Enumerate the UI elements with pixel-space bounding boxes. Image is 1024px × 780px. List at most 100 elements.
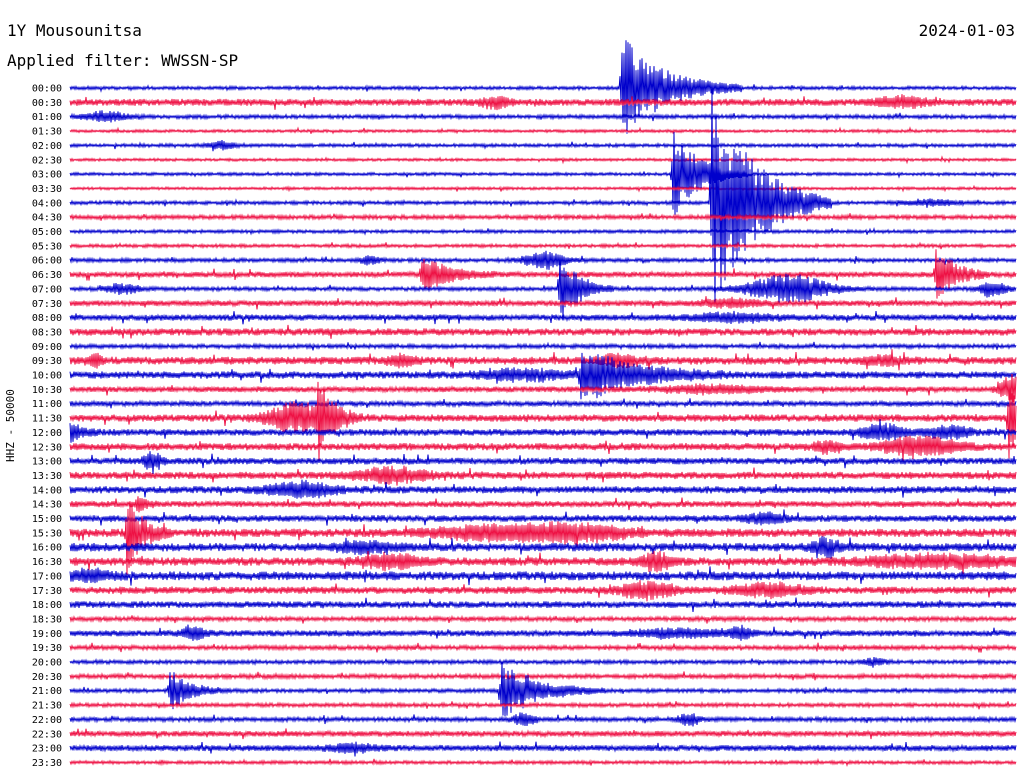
row-time-label: 08:30 — [32, 327, 62, 338]
row-time-label: 21:30 — [32, 701, 62, 712]
row-time-label: 06:00 — [32, 256, 62, 267]
trace-row-0930 — [69, 349, 1017, 371]
trace-row-1400 — [69, 479, 1017, 499]
trace-row-0100 — [69, 110, 1017, 123]
trace-row-0530 — [69, 241, 1017, 250]
trace-row-0200 — [69, 139, 1017, 152]
trace-row-0700 — [69, 254, 1017, 320]
trace-row-2200 — [69, 712, 1017, 727]
row-time-label: 17:30 — [32, 586, 62, 597]
row-time-label: 13:30 — [32, 471, 62, 482]
row-time-label: 14:00 — [32, 485, 62, 496]
row-time-label: 14:30 — [32, 500, 62, 511]
trace-row-1130 — [69, 381, 1017, 462]
trace-row-1230 — [69, 435, 1017, 462]
trace-row-2300 — [69, 741, 1017, 757]
trace-row-1330 — [69, 465, 1017, 486]
row-time-label: 00:30 — [32, 98, 62, 109]
date-label: 2024-01-03 — [918, 21, 1015, 40]
row-time-label: 05:30 — [32, 241, 62, 252]
seismogram-traces — [69, 40, 1017, 767]
trace-row-2330 — [69, 757, 1017, 767]
trace-row-0400 — [69, 88, 1017, 305]
trace-row-1830 — [69, 614, 1017, 624]
row-time-label: 10:00 — [32, 371, 62, 382]
row-time-label: 19:30 — [32, 643, 62, 654]
trace-row-0230 — [69, 155, 1017, 165]
trace-row-1000 — [69, 352, 1017, 400]
row-time-label: 21:00 — [32, 686, 62, 697]
trace-row-0800 — [69, 310, 1017, 325]
filter-label: Applied filter: WWSSN-SP — [7, 51, 239, 70]
row-time-label: 07:00 — [32, 284, 62, 295]
trace-row-0300 — [69, 132, 1017, 215]
trace-row-0830 — [69, 324, 1017, 339]
trace-row-0900 — [69, 341, 1017, 351]
row-time-label: 11:00 — [32, 399, 62, 410]
row-time-label: 22:30 — [32, 729, 62, 740]
trace-row-1630 — [69, 550, 1017, 575]
trace-row-1100 — [69, 398, 1017, 409]
row-time-label: 04:00 — [32, 198, 62, 209]
trace-row-1900 — [69, 624, 1017, 641]
row-time-label: 16:30 — [32, 557, 62, 568]
trace-row-0330 — [69, 183, 1017, 193]
trace-row-1300 — [69, 451, 1017, 475]
trace-row-0500 — [69, 226, 1017, 236]
trace-row-1600 — [69, 536, 1017, 559]
trace-row-0630 — [69, 249, 1017, 299]
row-time-label: 07:30 — [32, 299, 62, 310]
trace-row-1500 — [69, 509, 1017, 526]
row-time-label: 01:30 — [32, 127, 62, 138]
trace-row-2000 — [69, 657, 1017, 668]
trace-row-0030 — [69, 94, 1017, 111]
trace-row-1530 — [69, 501, 1017, 575]
row-time-label: 03:30 — [32, 184, 62, 195]
row-time-label: 05:00 — [32, 227, 62, 238]
trace-row-2100 — [69, 661, 1017, 717]
row-time-labels: 00:00 00:30 01:00 01:30 02:00 02:30 03:00 03:30… — [32, 84, 62, 769]
row-time-label: 15:30 — [32, 528, 62, 539]
trace-row-1200 — [69, 418, 1017, 443]
row-time-label: 02:00 — [32, 141, 62, 152]
row-time-label: 23:00 — [32, 744, 62, 755]
row-time-label: 17:00 — [32, 571, 62, 582]
trace-row-2230 — [69, 728, 1017, 740]
trace-row-2130 — [69, 700, 1017, 710]
trace-row-1800 — [69, 597, 1017, 612]
row-time-label: 20:00 — [32, 658, 62, 669]
trace-row-1430 — [69, 496, 1017, 513]
row-time-label: 13:00 — [32, 457, 62, 468]
row-time-label: 20:30 — [32, 672, 62, 683]
trace-row-0600 — [69, 250, 1017, 270]
row-time-label: 09:30 — [32, 356, 62, 367]
row-time-label: 12:30 — [32, 442, 62, 453]
trace-row-1700 — [69, 566, 1017, 586]
trace-row-0130 — [69, 126, 1017, 135]
row-time-label: 04:30 — [32, 213, 62, 224]
row-time-label: 18:30 — [32, 614, 62, 625]
row-time-label: 08:00 — [32, 313, 62, 324]
row-time-label: 06:30 — [32, 270, 62, 281]
trace-row-1930 — [69, 642, 1017, 653]
row-time-label: 00:00 — [32, 84, 62, 95]
row-time-label: 12:00 — [32, 428, 62, 439]
row-time-label: 09:00 — [32, 342, 62, 353]
row-time-label: 19:00 — [32, 629, 62, 640]
row-time-label: 18:00 — [32, 600, 62, 611]
trace-row-0000 — [69, 40, 1017, 134]
trace-row-0430 — [69, 213, 1017, 222]
row-time-label: 02:30 — [32, 155, 62, 166]
row-time-label: 11:30 — [32, 414, 62, 425]
trace-row-1030 — [69, 373, 1017, 403]
trace-row-0730 — [69, 296, 1017, 310]
row-time-label: 16:00 — [32, 543, 62, 554]
row-time-label: 22:00 — [32, 715, 62, 726]
row-time-label: 10:30 — [32, 385, 62, 396]
row-time-label: 03:00 — [32, 170, 62, 181]
row-time-label: 15:00 — [32, 514, 62, 525]
row-time-label: 01:00 — [32, 112, 62, 123]
trace-row-2030 — [69, 671, 1017, 681]
row-time-label: 23:30 — [32, 758, 62, 769]
